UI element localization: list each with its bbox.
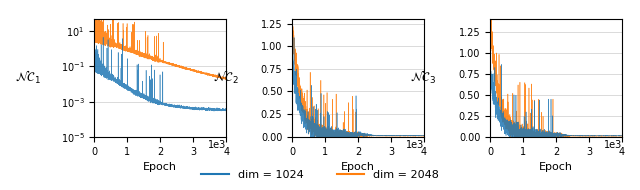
X-axis label: Epoch: Epoch [341, 162, 375, 172]
Y-axis label: $\mathcal{NC}_3$: $\mathcal{NC}_3$ [410, 69, 436, 86]
X-axis label: Epoch: Epoch [539, 162, 573, 172]
Text: 1e3: 1e3 [208, 140, 226, 150]
X-axis label: Epoch: Epoch [143, 162, 177, 172]
Legend: dim = 1024, dim = 2048: dim = 1024, dim = 2048 [196, 165, 444, 184]
Text: 1e3: 1e3 [604, 140, 622, 150]
Text: 1e3: 1e3 [406, 140, 424, 150]
Y-axis label: $\mathcal{NC}_1$: $\mathcal{NC}_1$ [15, 69, 41, 86]
Y-axis label: $\mathcal{NC}_2$: $\mathcal{NC}_2$ [212, 69, 239, 86]
